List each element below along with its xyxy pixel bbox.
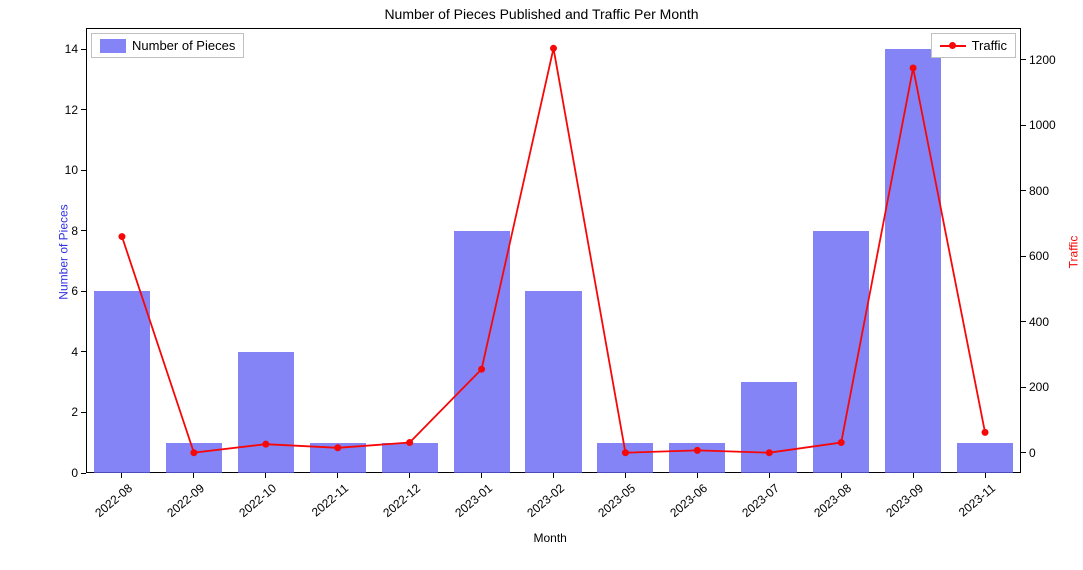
ytick-right-label: 0 bbox=[1029, 446, 1036, 460]
xtick bbox=[913, 473, 914, 478]
xtick bbox=[193, 473, 194, 478]
ytick-left bbox=[81, 291, 86, 292]
bar bbox=[525, 291, 581, 473]
ytick-right-label: 600 bbox=[1029, 249, 1049, 263]
xtick-label: 2023-01 bbox=[452, 481, 495, 520]
xtick bbox=[553, 473, 554, 478]
bar bbox=[382, 443, 438, 473]
xtick bbox=[697, 473, 698, 478]
ytick-left-label: 2 bbox=[52, 405, 78, 419]
ytick-left bbox=[81, 230, 86, 231]
xtick-label: 2023-05 bbox=[596, 481, 639, 520]
xtick bbox=[985, 473, 986, 478]
bar bbox=[454, 231, 510, 473]
bars-layer bbox=[86, 28, 1021, 473]
legend-pieces-label: Number of Pieces bbox=[132, 38, 235, 53]
ytick-left bbox=[81, 412, 86, 413]
ytick-right bbox=[1021, 125, 1026, 126]
xtick-label: 2022-10 bbox=[236, 481, 279, 520]
xtick bbox=[841, 473, 842, 478]
bar bbox=[813, 231, 869, 473]
y-axis-label-traffic: Traffic bbox=[1066, 235, 1080, 268]
legend-pieces: Number of Pieces bbox=[91, 33, 244, 58]
bar bbox=[669, 443, 725, 473]
plot-area: Number of Pieces Traffic bbox=[86, 28, 1021, 473]
ytick-left bbox=[81, 473, 86, 474]
ytick-right bbox=[1021, 321, 1026, 322]
xtick-label: 2023-08 bbox=[811, 481, 854, 520]
ytick-right bbox=[1021, 190, 1026, 191]
xtick bbox=[481, 473, 482, 478]
ytick-left bbox=[81, 170, 86, 171]
x-axis-label: Month bbox=[534, 531, 567, 545]
xtick bbox=[337, 473, 338, 478]
ytick-right-label: 1000 bbox=[1029, 118, 1056, 132]
legend-traffic: Traffic bbox=[931, 33, 1016, 58]
xtick bbox=[265, 473, 266, 478]
xtick bbox=[409, 473, 410, 478]
legend-traffic-label: Traffic bbox=[972, 38, 1007, 53]
xtick-label: 2023-06 bbox=[668, 481, 711, 520]
ytick-left bbox=[81, 351, 86, 352]
xtick bbox=[121, 473, 122, 478]
ytick-left-label: 0 bbox=[52, 466, 78, 480]
ytick-right-label: 1200 bbox=[1029, 53, 1056, 67]
bar bbox=[310, 443, 366, 473]
xtick-label: 2023-07 bbox=[740, 481, 783, 520]
xtick-label: 2023-11 bbox=[956, 481, 998, 519]
ytick-right bbox=[1021, 256, 1026, 257]
bar bbox=[94, 291, 150, 473]
ytick-right-label: 800 bbox=[1029, 184, 1049, 198]
bar bbox=[597, 443, 653, 473]
chart-title: Number of Pieces Published and Traffic P… bbox=[0, 6, 1083, 22]
y-axis-label-pieces: Number of Pieces bbox=[57, 204, 71, 299]
bar bbox=[741, 382, 797, 473]
bar bbox=[238, 352, 294, 473]
ytick-right bbox=[1021, 452, 1026, 453]
bar bbox=[885, 49, 941, 473]
legend-dot-icon bbox=[949, 42, 956, 49]
ytick-right-label: 200 bbox=[1029, 380, 1049, 394]
ytick-right bbox=[1021, 387, 1026, 388]
xtick-label: 2022-09 bbox=[164, 481, 207, 520]
xtick bbox=[769, 473, 770, 478]
xtick bbox=[625, 473, 626, 478]
ytick-right-label: 400 bbox=[1029, 315, 1049, 329]
chart-container: Number of Pieces Published and Traffic P… bbox=[0, 0, 1083, 570]
bar bbox=[166, 443, 222, 473]
ytick-left-label: 12 bbox=[52, 103, 78, 117]
legend-line-icon bbox=[940, 45, 966, 47]
bar bbox=[957, 443, 1013, 473]
xtick-label: 2023-09 bbox=[883, 481, 926, 520]
xtick-label: 2023-02 bbox=[524, 481, 567, 520]
ytick-left bbox=[81, 49, 86, 50]
ytick-left bbox=[81, 109, 86, 110]
ytick-left-label: 14 bbox=[52, 42, 78, 56]
xtick-label: 2022-08 bbox=[92, 481, 135, 520]
xtick-label: 2022-12 bbox=[380, 481, 423, 520]
xtick-label: 2022-11 bbox=[309, 481, 351, 519]
ytick-right bbox=[1021, 59, 1026, 60]
ytick-left-label: 10 bbox=[52, 163, 78, 177]
ytick-left-label: 4 bbox=[52, 345, 78, 359]
legend-swatch-icon bbox=[100, 39, 126, 53]
